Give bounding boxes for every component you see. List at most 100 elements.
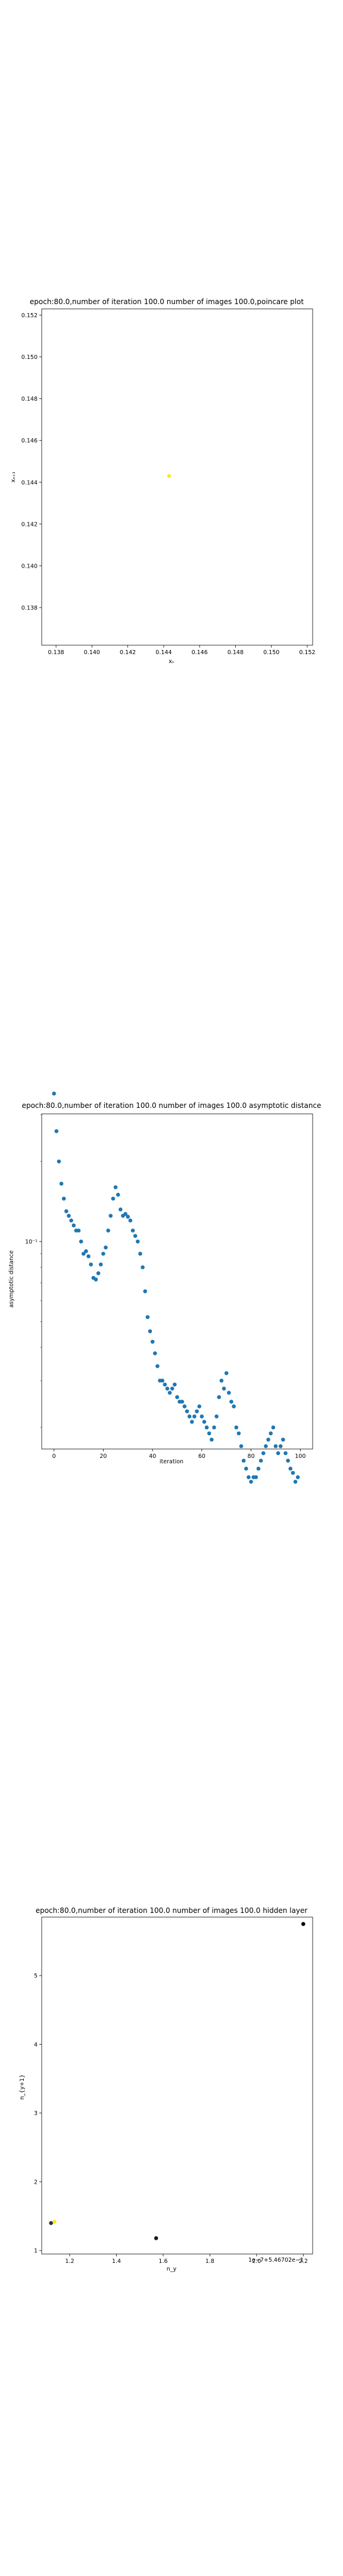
- x-tick-label: 2.0: [252, 2258, 261, 2265]
- data-point: [133, 1234, 138, 1238]
- data-point: [264, 1444, 268, 1448]
- data-point: [104, 1245, 108, 1250]
- data-point: [219, 1379, 224, 1383]
- data-point: [281, 1437, 285, 1442]
- data-point: [59, 1181, 64, 1186]
- poincare-plot-chart: epoch:80.0,number of iteration 100.0 num…: [10, 298, 316, 665]
- x-tick-label: 0.144: [155, 649, 172, 656]
- data-point: [273, 1444, 278, 1448]
- data-point: [67, 1213, 71, 1218]
- data-point: [69, 1218, 73, 1223]
- y-axis-label: asymptotic distance: [8, 1250, 15, 1308]
- data-point: [116, 1193, 120, 1197]
- data-point: [224, 1371, 229, 1376]
- data-point: [119, 1208, 123, 1212]
- x-tick-label: 0.142: [120, 649, 136, 656]
- x-tick-label: 2.2: [299, 2258, 308, 2265]
- data-point: [167, 474, 172, 478]
- plot-frame: [41, 1113, 313, 1450]
- data-point: [154, 2236, 158, 2240]
- plot-frame: [41, 308, 313, 646]
- data-point: [256, 1466, 261, 1471]
- data-point: [101, 1252, 105, 1256]
- y-tick-label: 0.146: [21, 438, 38, 444]
- data-point: [192, 1414, 197, 1419]
- x-tick-label: 0.148: [227, 649, 244, 656]
- data-point: [295, 1475, 300, 1479]
- data-point: [232, 1404, 236, 1408]
- data-point: [155, 1364, 160, 1368]
- y-tick-label: 0.140: [21, 563, 38, 569]
- data-point: [239, 1444, 244, 1448]
- x-tick-label: 0.152: [299, 649, 315, 656]
- data-point: [84, 1249, 88, 1253]
- y-tick-label: 10⁻¹: [25, 1239, 38, 1246]
- plot-frame: [41, 1916, 313, 2255]
- y-tick-label: 0.138: [21, 605, 38, 611]
- data-point: [229, 1400, 233, 1404]
- data-point: [185, 1409, 189, 1414]
- data-point: [212, 1425, 216, 1430]
- data-point: [128, 1218, 133, 1223]
- data-point: [286, 1459, 290, 1463]
- data-point: [261, 1451, 266, 1456]
- y-tick-label: 4: [34, 2042, 38, 2048]
- data-point: [207, 1431, 211, 1436]
- data-point: [199, 1414, 204, 1419]
- data-point: [79, 1239, 83, 1244]
- data-point: [187, 1414, 192, 1419]
- data-point: [204, 1425, 209, 1430]
- x-tick-label: 0.146: [192, 649, 208, 656]
- data-point: [182, 1404, 187, 1408]
- data-point: [217, 1395, 222, 1400]
- data-point: [86, 1254, 91, 1259]
- x-tick-label: 1.4: [112, 2258, 121, 2265]
- data-point: [98, 1262, 103, 1267]
- data-point: [160, 1379, 164, 1383]
- data-point: [247, 1475, 251, 1479]
- x-axis-label: xₙ: [169, 658, 174, 665]
- data-point: [271, 1425, 276, 1430]
- data-point: [64, 1209, 68, 1213]
- data-point: [52, 2219, 57, 2224]
- data-point: [106, 1228, 110, 1233]
- y-axis-label: xₙ₊₁: [10, 472, 17, 482]
- data-point: [52, 1091, 56, 1096]
- x-axis-label: iteration: [160, 1459, 183, 1465]
- data-point: [293, 1479, 298, 1484]
- data-point: [180, 1400, 185, 1404]
- data-point: [195, 1409, 199, 1414]
- data-point: [108, 1213, 113, 1218]
- x-tick-label: 20: [99, 1453, 107, 1460]
- x-tick-label: 1.2: [66, 2258, 74, 2265]
- data-point: [170, 1386, 174, 1391]
- data-point: [249, 1479, 253, 1484]
- data-point: [143, 1289, 148, 1293]
- data-point: [258, 1459, 263, 1463]
- data-point: [227, 1391, 231, 1395]
- data-point: [54, 1129, 59, 1134]
- data-point: [173, 1382, 177, 1387]
- data-point: [276, 1451, 280, 1456]
- chart-title: epoch:80.0,number of iteration 100.0 num…: [36, 1906, 308, 1915]
- asymptotic-distance-chart: epoch:80.0,number of iteration 100.0 num…: [8, 1091, 322, 1484]
- chart-title: epoch:80.0,number of iteration 100.0 num…: [22, 1101, 322, 1110]
- data-point: [197, 1404, 202, 1408]
- data-point: [266, 1437, 270, 1442]
- data-point: [113, 1185, 118, 1190]
- y-tick-label: 0.144: [21, 479, 38, 486]
- data-point: [291, 1470, 295, 1475]
- axis-offset-label: 1e−7+5.46702e−1: [248, 2257, 304, 2264]
- data-point: [96, 1271, 101, 1275]
- data-point: [236, 1431, 241, 1436]
- data-point: [165, 1386, 170, 1391]
- data-point: [130, 1228, 135, 1233]
- y-tick-label: 0.148: [21, 396, 38, 402]
- data-point: [93, 1277, 98, 1282]
- data-point: [283, 1451, 288, 1456]
- data-point: [301, 1922, 305, 1926]
- data-point: [136, 1239, 140, 1244]
- y-tick-label: 2: [34, 2179, 38, 2185]
- data-point: [269, 1431, 273, 1436]
